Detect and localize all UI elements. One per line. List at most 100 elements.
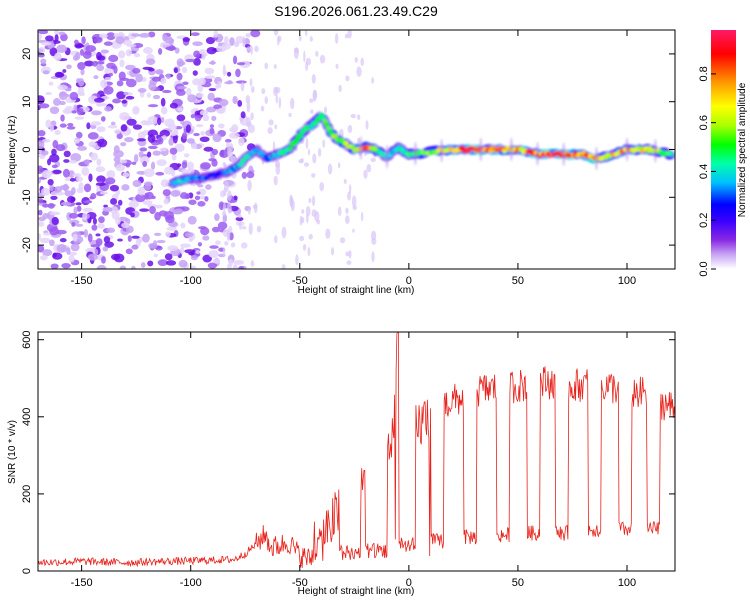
spectrogram-ridge-cell xyxy=(298,133,304,138)
spectrogram-noise-streak xyxy=(221,210,227,217)
spectrogram-noise-blob xyxy=(49,153,60,163)
spectrogram-noise-blob xyxy=(117,199,123,206)
spectrogram-noise-blob xyxy=(131,235,140,239)
spectrogram-noise-blob xyxy=(73,206,78,214)
spectrogram-noise-streak xyxy=(278,96,282,109)
spectrogram-noise-blob xyxy=(113,156,121,163)
spectrogram-noise-blob xyxy=(209,245,219,249)
snr-panel: -150 -100 -50 0 50 100 0 200 400 600 Height of s… xyxy=(7,331,676,597)
spectrogram-noise-blob xyxy=(51,148,57,156)
spectrogram-noise-blob xyxy=(112,98,122,104)
spectrogram-noise-streak xyxy=(222,202,226,212)
spectrogram-noise-blob xyxy=(180,243,191,248)
spectrogram-noise-streak xyxy=(348,249,352,259)
spectrogram-noise-blob xyxy=(199,110,209,116)
spectrogram-noise-blob xyxy=(50,195,58,201)
snr-y-tick-label: 0 xyxy=(21,568,33,574)
spectrogram-noise-streak xyxy=(230,242,236,248)
spectrogram-noise-blob xyxy=(82,200,93,204)
spectrogram-noise-blob xyxy=(49,226,60,236)
spectrogram-noise-blob xyxy=(192,70,198,76)
spectrogram-noise-blob xyxy=(114,129,121,135)
spectrogram-noise-blob xyxy=(150,161,156,170)
spectrogram-noise-blob xyxy=(194,114,202,122)
spectrogram-noise-streak xyxy=(275,86,281,94)
spectrogram-noise-blob xyxy=(190,254,199,261)
spectrogram-noise-streak xyxy=(299,235,305,242)
spectrogram-noise-blob xyxy=(211,115,217,122)
spectrogram-noise-blob xyxy=(71,187,76,195)
spectrogram-noise-blob xyxy=(212,133,222,143)
spectrogram-noise-blob xyxy=(87,233,93,243)
spectrogram-noise-blob xyxy=(238,266,245,269)
spectrogram-noise-streak xyxy=(307,247,311,257)
spectrogram-noise-blob xyxy=(77,145,87,151)
spectrogram-noise-blob xyxy=(68,159,78,164)
spectrogram-noise-blob xyxy=(77,61,86,70)
spectrogram-noise-blob xyxy=(83,183,92,193)
spectrogram-noise-blob xyxy=(113,253,125,263)
spectrogram-noise-blob xyxy=(166,226,177,231)
spectrogram-noise-streak xyxy=(351,195,357,208)
spectrogram-noise-blob xyxy=(192,41,203,47)
spectrogram-noise-blob xyxy=(125,163,130,168)
spectrogram-noise-blob xyxy=(147,134,156,143)
spectrogram-noise-streak xyxy=(311,173,316,178)
spectrogram-noise-blob xyxy=(106,227,116,233)
spectrogram-noise-blob xyxy=(108,54,119,63)
spectrogram-noise-streak xyxy=(304,30,308,37)
spectrogram-noise-blob xyxy=(137,131,146,140)
spectrogram-noise-blob xyxy=(69,177,76,182)
spectrogram-noise-blob xyxy=(193,50,201,58)
spectrogram-noise-streak xyxy=(325,228,331,240)
spectrogram-noise-blob xyxy=(187,215,197,225)
spectrogram-noise-blob xyxy=(128,200,140,208)
colorbar-tick-label: 0.2 xyxy=(698,213,710,228)
spectrogram-noise-blob xyxy=(171,153,177,161)
spectrogram-noise-streak xyxy=(242,36,246,48)
spectrogram-noise-blob xyxy=(181,161,188,169)
snr-x-label: Height of straight line (km) xyxy=(298,586,415,597)
spectrogram-noise-blob xyxy=(125,64,136,71)
spectrogram-noise-blob xyxy=(157,136,164,145)
spectrogram-noise-blob xyxy=(233,195,238,201)
spectrogram-noise-streak xyxy=(248,222,253,235)
snr-frame xyxy=(37,331,676,572)
spectrogram-noise-blob xyxy=(115,164,125,172)
spectrogram-noise-blob xyxy=(197,201,206,207)
spectrogram-noise-blob xyxy=(169,147,178,155)
spectrogram-noise-blob xyxy=(95,182,106,187)
spectrogram-noise-blob xyxy=(66,64,72,70)
spectrogram-noise-blob xyxy=(82,50,92,60)
spectrogram-noise-blob xyxy=(146,92,151,98)
spectrogram-noise-blob xyxy=(100,79,108,89)
spectrogram-noise-blob xyxy=(42,70,50,75)
spectrogram-noise-blob xyxy=(121,184,130,191)
spectrogram-noise-blob xyxy=(60,201,72,206)
spectrogram-noise-blob xyxy=(115,216,121,225)
spectrogram-noise-blob xyxy=(85,45,97,53)
snr-plot-area xyxy=(38,332,675,571)
spectrogram-noise-blob xyxy=(145,58,156,65)
spectrogram-ridge-smear xyxy=(594,146,599,171)
spectrogram-noise-streak xyxy=(344,215,350,225)
spectrogram-noise-blob xyxy=(167,245,179,252)
spectrogram-noise-streak xyxy=(310,109,314,114)
spectrogram-noise-blob xyxy=(232,55,238,65)
spectrogram-noise-blob xyxy=(131,265,136,269)
spectrogram-noise-blob xyxy=(99,103,108,107)
spectrogram-noise-blob xyxy=(100,49,109,54)
spectrogram-noise-blob xyxy=(51,216,59,226)
spectrogram-noise-blob xyxy=(205,37,215,45)
spectrogram-noise-blob xyxy=(118,50,126,59)
spectrogram-noise-blob xyxy=(96,175,106,184)
spectrogram-x-tick-label: 0 xyxy=(406,275,412,287)
spectrogram-noise-streak xyxy=(370,230,377,241)
spectrogram-noise-blob xyxy=(175,125,183,130)
spectrogram-noise-streak xyxy=(227,230,231,242)
spectrogram-noise-blob xyxy=(211,148,219,156)
spectrogram-noise-blob xyxy=(147,260,154,267)
spectrogram-noise-streak xyxy=(227,208,233,214)
spectrogram-noise-blob xyxy=(45,35,54,42)
spectrogram-noise-blob xyxy=(198,188,207,196)
